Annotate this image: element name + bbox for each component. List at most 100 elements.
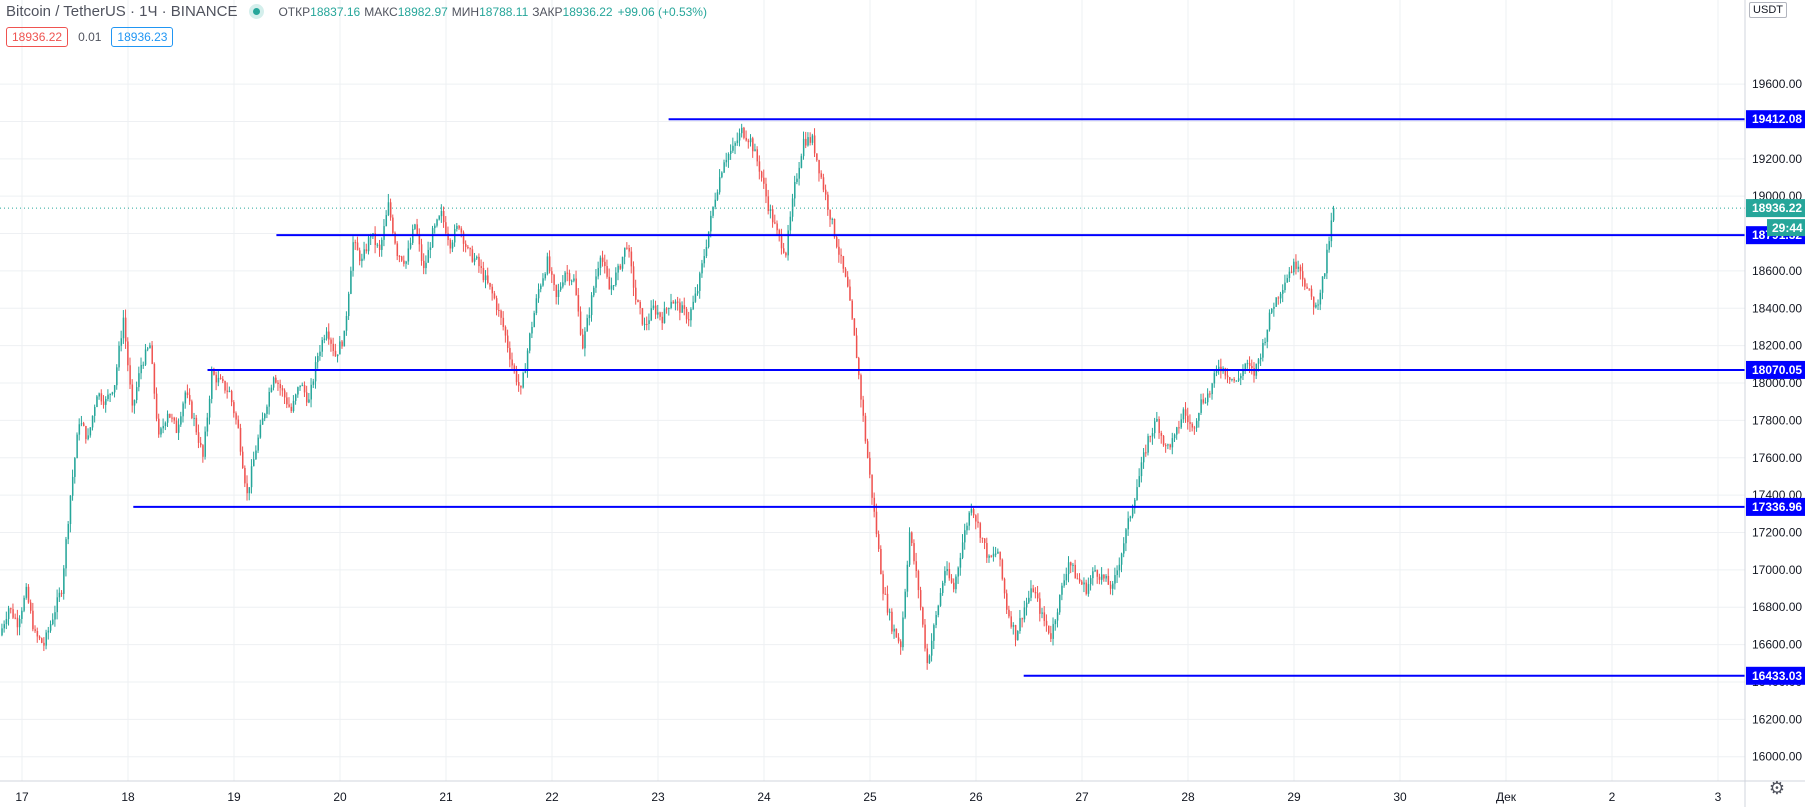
candle-body (339, 341, 341, 355)
candle-body (120, 338, 123, 346)
candle-body (376, 244, 379, 246)
gear-icon[interactable]: ⚙ (1768, 778, 1785, 798)
candle-body (1306, 286, 1308, 289)
candle-body (299, 385, 301, 388)
candle-body (1151, 433, 1154, 437)
candle-body (1028, 597, 1030, 603)
candle-body (222, 378, 224, 382)
candle-body (248, 487, 251, 494)
candle-body (873, 497, 876, 512)
candle-body (1156, 419, 1158, 422)
candle-body (1184, 409, 1187, 416)
spread-value: 0.01 (78, 30, 102, 44)
candle-body (1182, 409, 1185, 420)
candle-body (785, 252, 787, 256)
candle-body (836, 237, 838, 247)
candle-body (336, 354, 339, 357)
candle-body (374, 233, 376, 245)
candle-body (469, 248, 471, 250)
candle-body (783, 248, 785, 253)
symbol-title[interactable]: Bitcoin / TetherUS · 1Ч · BINANCE (6, 3, 238, 20)
candle-body (197, 432, 200, 443)
time-axis[interactable]: 17 18 19 20 21 22 23 24 25 26 27 28 29 30 Дек 2 3 (15, 790, 1721, 804)
candle-body (1299, 266, 1302, 272)
candle-body (440, 210, 443, 217)
candle-body (1213, 372, 1216, 384)
candle-body (690, 309, 692, 321)
candle-body (674, 301, 677, 304)
candle-body (1330, 220, 1333, 242)
candle-body (182, 403, 184, 417)
candle-body (544, 273, 547, 279)
candle-body (758, 161, 761, 172)
candle-body (25, 586, 28, 598)
candle-body (264, 413, 266, 419)
candle-body (416, 224, 418, 235)
candle-body (465, 243, 467, 247)
candle-body (310, 384, 312, 400)
candle-body (14, 617, 17, 619)
candle-body (1321, 276, 1324, 293)
candle-body (860, 375, 862, 400)
candle-body (904, 591, 906, 618)
candle-body (1023, 607, 1026, 620)
candle-body (849, 286, 851, 301)
candle-body (723, 162, 725, 173)
candle-body (509, 347, 511, 360)
candle-body (359, 250, 361, 262)
candle-body (1, 628, 3, 636)
candle-body (425, 262, 427, 269)
candle-body (226, 390, 229, 392)
time-tick-label: 21 (439, 790, 453, 804)
price-tick-label: 16800.00 (1752, 600, 1802, 614)
candle-body (255, 450, 257, 460)
candle-body (942, 582, 944, 593)
candle-body (5, 618, 8, 625)
candle-body (957, 567, 959, 577)
candle-body (204, 431, 206, 457)
buy-button[interactable]: 18936.23 (111, 27, 174, 47)
candle-body (1021, 618, 1024, 620)
candle-body (1279, 293, 1282, 299)
candle-body (473, 258, 476, 262)
candle-body (1308, 288, 1311, 290)
candle-body (396, 243, 399, 256)
candle-body (1218, 366, 1220, 369)
candle-body (928, 655, 931, 664)
candle-body (200, 442, 202, 446)
candle-body (780, 235, 783, 249)
candle-body (771, 209, 774, 223)
candle-body (725, 159, 728, 163)
sell-button[interactable]: 18936.22 (6, 27, 69, 47)
candle-body (970, 509, 973, 513)
candle-body (1277, 297, 1280, 299)
candle-body (977, 521, 979, 524)
horizontal-levels[interactable] (133, 118, 1745, 677)
candle-body (754, 149, 756, 152)
candle-body (94, 407, 96, 416)
candle-body (1268, 312, 1271, 330)
candle-body (646, 323, 648, 325)
candle-body (1059, 594, 1061, 613)
candle-body (816, 153, 818, 161)
currency-button[interactable]: USDT (1749, 2, 1787, 18)
candle-body (1202, 399, 1205, 403)
candle-body (568, 273, 571, 282)
candle-body (743, 127, 745, 138)
candle-body (937, 605, 940, 615)
candle-body (577, 295, 580, 312)
candle-body (752, 138, 754, 152)
candle-body (294, 394, 297, 401)
candle-body (1317, 304, 1319, 306)
candle-body (250, 466, 253, 488)
candle-body (118, 345, 120, 368)
candle-body (990, 555, 993, 557)
level-price-badge (1746, 666, 1805, 685)
candle-body (1204, 402, 1207, 404)
candle-body (699, 273, 701, 291)
quote-panel: 18936.22 0.01 18936.23 (6, 27, 174, 47)
candle-body (328, 331, 330, 340)
candle-body (1094, 570, 1096, 572)
candle-body (1063, 580, 1065, 586)
